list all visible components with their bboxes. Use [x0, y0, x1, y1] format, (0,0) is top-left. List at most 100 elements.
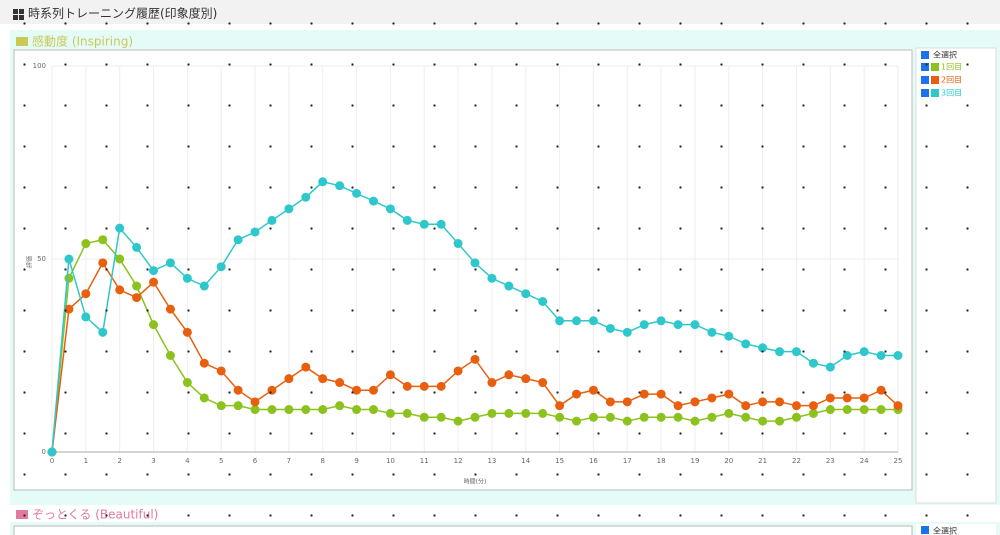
data-point	[301, 192, 311, 202]
data-point	[842, 393, 852, 403]
icon	[13, 9, 18, 14]
y-tick-label: 50	[37, 255, 46, 263]
data-point	[572, 416, 582, 426]
data-point	[487, 273, 497, 283]
icon	[19, 15, 24, 20]
data-point	[741, 412, 751, 422]
data-point	[165, 258, 175, 268]
data-point	[504, 408, 514, 418]
icon	[13, 15, 18, 20]
x-tick-label: 20	[724, 457, 733, 465]
data-point	[149, 277, 159, 287]
data-point	[572, 389, 582, 399]
data-point	[673, 412, 683, 422]
data-point	[301, 405, 311, 415]
data-point	[216, 262, 226, 272]
data-point	[639, 389, 649, 399]
data-point	[453, 239, 463, 249]
data-point	[588, 316, 598, 326]
checkbox[interactable]	[921, 63, 929, 71]
data-point	[368, 385, 378, 395]
data-point	[859, 405, 869, 415]
data-point	[893, 401, 903, 411]
data-point	[267, 215, 277, 225]
x-tick-label: 14	[521, 457, 530, 465]
legend-label[interactable]: 3回目	[941, 89, 962, 98]
data-point	[453, 416, 463, 426]
legend-label[interactable]: 1回目	[941, 63, 962, 72]
data-point	[233, 235, 243, 245]
data-point	[504, 370, 514, 380]
data-point	[385, 204, 395, 214]
data-point	[64, 254, 74, 264]
data-point	[98, 258, 108, 268]
data-point	[182, 273, 192, 283]
data-point	[352, 385, 362, 395]
data-point	[538, 296, 548, 306]
legend-swatch	[931, 63, 939, 71]
data-point	[149, 266, 159, 276]
data-point	[250, 405, 260, 415]
data-point	[284, 374, 294, 384]
data-point	[402, 381, 412, 391]
data-point	[808, 358, 818, 368]
data-point	[538, 408, 548, 418]
x-tick-label: 23	[826, 457, 835, 465]
data-point	[352, 405, 362, 415]
data-point	[876, 385, 886, 395]
data-point	[825, 393, 835, 403]
legend-label[interactable]: 2回目	[941, 76, 962, 85]
data-point	[453, 366, 463, 376]
data-point	[284, 405, 294, 415]
checkbox[interactable]	[921, 89, 929, 97]
legend-panel	[915, 47, 997, 504]
data-point	[98, 327, 108, 337]
data-point	[165, 304, 175, 314]
data-point	[301, 362, 311, 372]
checkbox[interactable]	[921, 526, 929, 534]
data-point	[216, 366, 226, 376]
data-point	[419, 219, 429, 229]
icon	[19, 9, 24, 14]
data-point	[402, 215, 412, 225]
data-point	[724, 331, 734, 341]
data-point	[825, 405, 835, 415]
data-point	[775, 416, 785, 426]
data-point	[775, 347, 785, 357]
x-tick-label: 24	[860, 457, 869, 465]
data-point	[555, 316, 565, 326]
data-point	[216, 401, 226, 411]
data-point	[758, 397, 768, 407]
data-point	[825, 362, 835, 372]
x-tick-label: 16	[589, 457, 598, 465]
data-point	[893, 351, 903, 360]
checkbox[interactable]	[921, 76, 929, 84]
data-point	[487, 408, 497, 418]
x-tick-label: 3	[151, 457, 155, 465]
y-tick-label: 0	[42, 448, 46, 456]
data-point	[318, 177, 328, 187]
select-all[interactable]: 全選択	[933, 50, 957, 60]
x-tick-label: 17	[623, 457, 632, 465]
data-point	[605, 323, 615, 333]
data-point	[707, 327, 717, 337]
data-point	[791, 401, 801, 411]
data-point	[673, 320, 683, 330]
data-point	[808, 408, 818, 418]
data-point	[758, 416, 768, 426]
data-point	[741, 401, 751, 411]
data-point	[419, 412, 429, 422]
data-point	[707, 393, 717, 403]
section-title: 感動度 (Inspiring)	[32, 34, 133, 49]
data-point	[436, 219, 446, 229]
header-title: 時系列トレーニング履歴(印象度別)	[28, 6, 217, 21]
section-title: ぞっとくる (Beautiful)	[32, 508, 158, 522]
x-tick-label: 13	[487, 457, 496, 465]
data-point	[724, 389, 734, 399]
checkbox[interactable]	[921, 51, 929, 59]
data-point	[402, 408, 412, 418]
data-point	[81, 289, 91, 299]
select-all[interactable]: 全選択	[933, 526, 957, 535]
data-point	[622, 327, 632, 337]
